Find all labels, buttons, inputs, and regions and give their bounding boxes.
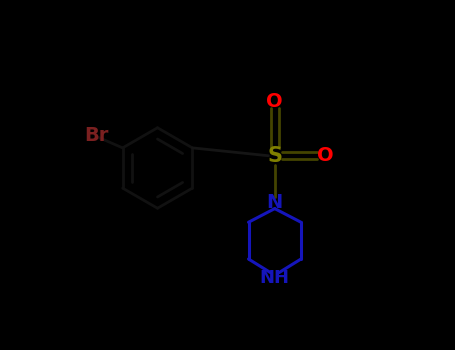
Text: S: S: [267, 146, 282, 166]
Text: N: N: [267, 194, 283, 212]
Text: O: O: [267, 92, 283, 111]
Text: NH: NH: [260, 269, 290, 287]
Text: Br: Br: [85, 126, 109, 145]
Text: O: O: [317, 146, 334, 165]
